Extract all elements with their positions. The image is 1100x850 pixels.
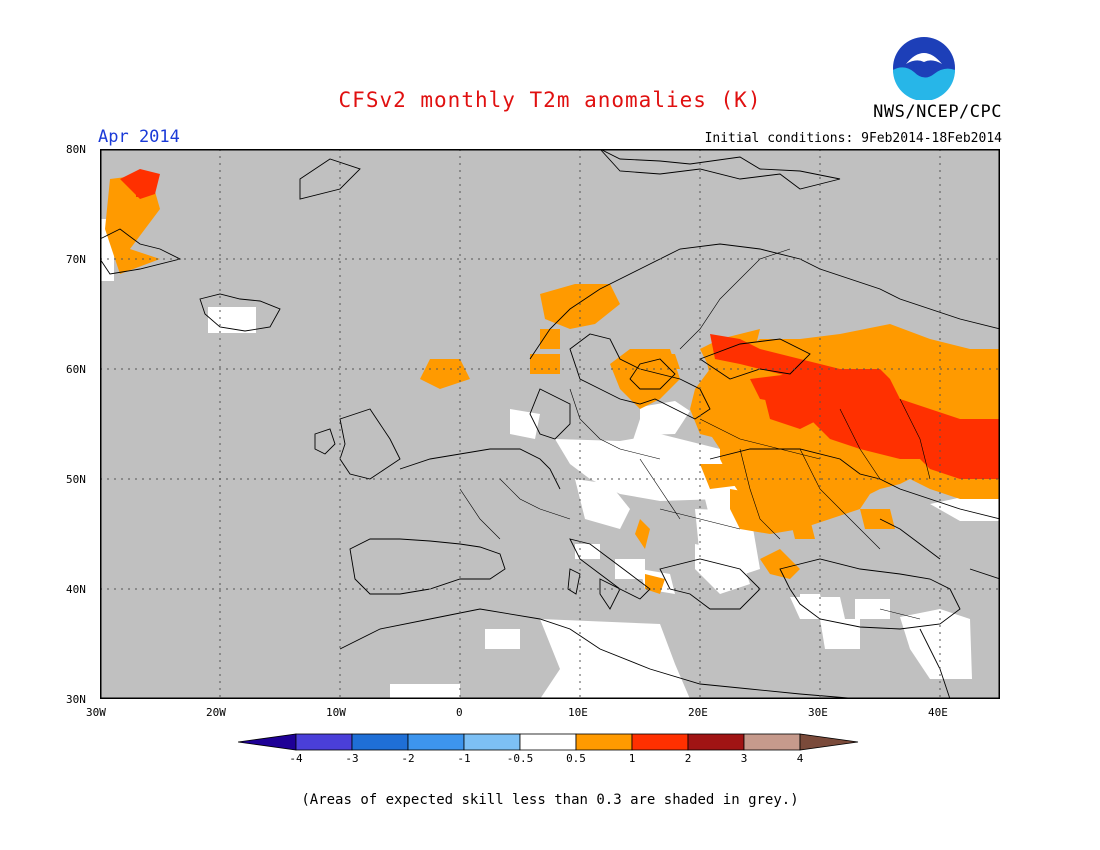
colorbar-tick: -0.5 [506, 752, 534, 765]
footnote: (Areas of expected skill less than 0.3 a… [301, 792, 799, 808]
lat-label-70n: 70N [66, 253, 86, 266]
lat-label-60n: 60N [66, 363, 86, 376]
lon-label-20e: 20E [688, 706, 708, 719]
noaa-logo-text: NOAA [913, 62, 935, 72]
initial-conditions-label: Initial conditions: 9Feb2014-18Feb2014 [704, 131, 1002, 146]
lat-label-50n: 50N [66, 473, 86, 486]
colorbar-tick: 3 [740, 752, 748, 765]
colorbar-tick: 0.5 [566, 752, 586, 765]
lon-label-10e: 10E [568, 706, 588, 719]
colorbar-tick: 2 [684, 752, 692, 765]
anomaly-map [100, 149, 1000, 699]
lon-label-20w: 20W [206, 706, 226, 719]
colorbar-tick: -4 [289, 752, 303, 765]
lon-label-30w: 30W [86, 706, 106, 719]
colorbar-tick: -2 [401, 752, 415, 765]
lat-label-80n: 80N [66, 143, 86, 156]
lon-label-0: 0 [456, 706, 463, 719]
colorbar-tick: 4 [796, 752, 804, 765]
colorbar-arrow-right [799, 733, 859, 751]
coastlines [100, 149, 1000, 699]
colorbar-arrow-left [238, 733, 297, 751]
grid-lines [100, 149, 1000, 699]
lon-label-40e: 40E [928, 706, 948, 719]
colorbar-tick: -3 [345, 752, 359, 765]
lat-label-40n: 40N [66, 583, 86, 596]
lon-label-30e: 30E [808, 706, 828, 719]
colorbar-tick: -1 [457, 752, 471, 765]
colorbar-tick: 1 [628, 752, 636, 765]
lat-label-30n: 30N [66, 693, 86, 706]
colorbar [238, 733, 859, 751]
map-frame [100, 149, 1000, 699]
map-title: CFSv2 monthly T2m anomalies (K) [338, 88, 762, 112]
noaa-logo: NOAA [892, 36, 956, 101]
month-label: Apr 2014 [98, 127, 180, 147]
lon-label-10w: 10W [326, 706, 346, 719]
credit-label: NWS/NCEP/CPC [873, 102, 1002, 122]
borders [459, 248, 931, 620]
